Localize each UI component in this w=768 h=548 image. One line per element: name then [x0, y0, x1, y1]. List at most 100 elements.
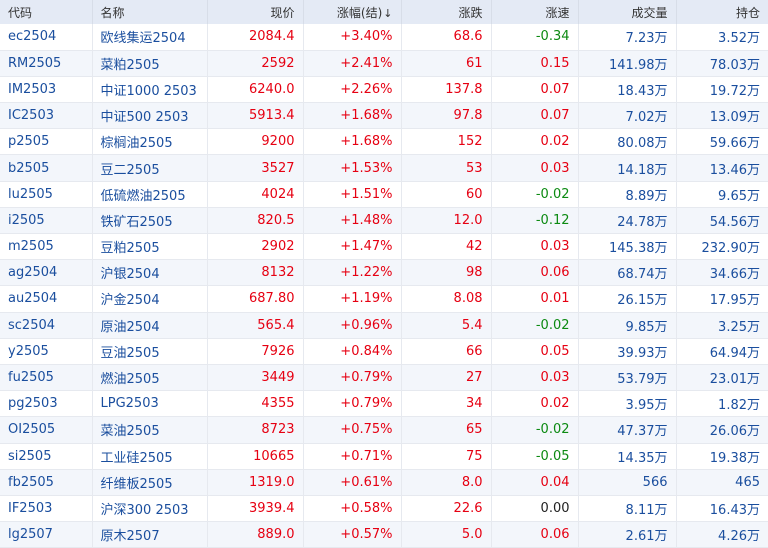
table-row[interactable]: lg2507 原木2507 889.0 +0.57% 5.0 0.06 2.61万 4.26万: [0, 521, 768, 548]
cell-code[interactable]: ag2504: [0, 259, 93, 287]
cell-name[interactable]: 欧线集运2504: [92, 24, 208, 51]
cell-code[interactable]: lu2505: [0, 181, 93, 208]
cell-name[interactable]: 原油2504: [92, 312, 208, 339]
cell-name[interactable]: 纤维板2505: [92, 469, 208, 496]
header-price[interactable]: 现价: [207, 0, 304, 24]
cell-change-pct: +1.53%: [303, 154, 402, 182]
cell-open-interest: 19.72万: [676, 76, 768, 104]
cell-price: 2902: [207, 233, 304, 261]
cell-price: 3449: [207, 364, 304, 392]
table-row[interactable]: au2504 沪金2504 687.80 +1.19% 8.08 0.01 26.15万 17…: [0, 285, 768, 313]
cell-code[interactable]: fu2505: [0, 364, 93, 392]
header-name[interactable]: 名称: [92, 0, 208, 24]
table-row[interactable]: lu2505 低硫燃油2505 4024 +1.51% 60 -0.02 8.89万 9.65…: [0, 181, 768, 208]
table-row[interactable]: fb2505 纤维板2505 1319.0 +0.61% 8.0 0.04 566 465: [0, 469, 768, 496]
cell-speed: 0.05: [491, 338, 579, 365]
cell-name[interactable]: 菜油2505: [92, 416, 208, 444]
cell-change-pct: +1.47%: [303, 233, 402, 261]
cell-code[interactable]: IC2503: [0, 102, 93, 130]
cell-name[interactable]: 棕榈油2505: [92, 128, 208, 156]
table-row[interactable]: b2505 豆二2505 3527 +1.53% 53 0.03 14.18万 13.46万: [0, 154, 768, 182]
header-open-interest[interactable]: 持仓: [735, 5, 760, 20]
header-change-pct[interactable]: 涨幅(结)↓: [303, 0, 402, 24]
cell-open-interest: 232.90万: [676, 233, 768, 261]
header-change[interactable]: 涨跌: [401, 0, 492, 24]
header-speed[interactable]: 涨速: [491, 0, 579, 24]
table-row[interactable]: RM2505 菜粕2505 2592 +2.41% 61 0.15 141.98万 78.03…: [0, 50, 768, 77]
cell-name[interactable]: 工业硅2505: [92, 443, 208, 470]
table-row[interactable]: fu2505 燃油2505 3449 +0.79% 27 0.03 53.79万 23.01万: [0, 364, 768, 392]
cell-volume: 8.89万: [578, 181, 677, 208]
cell-speed: 0.03: [491, 233, 579, 261]
cell-volume: 7.02万: [578, 102, 677, 130]
table-row[interactable]: IF2503 沪深300 2503 3939.4 +0.58% 22.6 0.00 8.11…: [0, 495, 768, 523]
cell-code[interactable]: IF2503: [0, 495, 93, 523]
cell-code[interactable]: lg2507: [0, 521, 93, 548]
cell-price: 7926: [207, 338, 304, 365]
table-row[interactable]: y2505 豆油2505 7926 +0.84% 66 0.05 39.93万 64.94万: [0, 338, 768, 365]
cell-volume: 2.61万: [578, 521, 677, 548]
cell-code[interactable]: si2505: [0, 443, 93, 470]
header-change-pct-label: 涨幅(结): [336, 5, 383, 20]
cell-open-interest: 16.43万: [676, 495, 768, 523]
cell-name[interactable]: 沪深300 2503: [92, 495, 208, 523]
cell-speed: 0.03: [491, 364, 579, 392]
cell-volume: 7.23万: [578, 24, 677, 51]
cell-change-pct: +0.57%: [303, 521, 402, 548]
table-row[interactable]: IC2503 中证500 2503 5913.4 +1.68% 97.8 0.07 7.02…: [0, 102, 768, 130]
table-row[interactable]: sc2504 原油2504 565.4 +0.96% 5.4 -0.02 9.85万 3.25…: [0, 312, 768, 339]
cell-name[interactable]: 燃油2505: [92, 364, 208, 392]
cell-open-interest: 59.66万: [676, 128, 768, 156]
cell-code[interactable]: RM2505: [0, 50, 93, 77]
cell-code[interactable]: OI2505: [0, 416, 93, 444]
cell-change: 5.0: [401, 521, 492, 548]
cell-code[interactable]: y2505: [0, 338, 93, 365]
cell-name[interactable]: LPG2503: [92, 390, 208, 418]
cell-code[interactable]: au2504: [0, 285, 93, 313]
cell-code[interactable]: IM2503: [0, 76, 93, 104]
cell-code[interactable]: fb2505: [0, 469, 93, 496]
cell-name[interactable]: 豆粕2505: [92, 233, 208, 261]
cell-code[interactable]: b2505: [0, 154, 93, 182]
cell-name[interactable]: 豆油2505: [92, 338, 208, 365]
table-row[interactable]: si2505 工业硅2505 10665 +0.71% 75 -0.05 14.35万 19.…: [0, 443, 768, 470]
cell-code[interactable]: ec2504: [0, 24, 93, 51]
cell-name[interactable]: 豆二2505: [92, 154, 208, 182]
cell-change: 98: [401, 259, 492, 287]
header-code[interactable]: 代码: [0, 0, 93, 24]
table-row[interactable]: ec2504 欧线集运2504 2084.4 +3.40% 68.6 -0.34 7.23万…: [0, 24, 768, 51]
cell-speed: -0.02: [491, 312, 579, 339]
cell-name[interactable]: 中证1000 2503: [92, 76, 208, 104]
cell-code[interactable]: m2505: [0, 233, 93, 261]
cell-change: 61: [401, 50, 492, 77]
cell-name[interactable]: 低硫燃油2505: [92, 181, 208, 208]
cell-open-interest: 54.56万: [676, 207, 768, 235]
table-body: ec2504 欧线集运2504 2084.4 +3.40% 68.6 -0.34 7.23万…: [0, 24, 768, 548]
cell-open-interest: 9.65万: [676, 181, 768, 208]
header-volume[interactable]: 成交量: [578, 0, 677, 24]
cell-name[interactable]: 沪金2504: [92, 285, 208, 313]
cell-name[interactable]: 铁矿石2505: [92, 207, 208, 235]
cell-name[interactable]: 沪银2504: [92, 259, 208, 287]
table-row[interactable]: m2505 豆粕2505 2902 +1.47% 42 0.03 145.38万 232.90…: [0, 233, 768, 261]
table-row[interactable]: OI2505 菜油2505 8723 +0.75% 65 -0.02 47.37万 26.06…: [0, 416, 768, 444]
cell-name[interactable]: 中证500 2503: [92, 102, 208, 130]
cell-name[interactable]: 原木2507: [92, 521, 208, 548]
table-row[interactable]: i2505 铁矿石2505 820.5 +1.48% 12.0 -0.12 24.78万 54…: [0, 207, 768, 235]
cell-price: 4355: [207, 390, 304, 418]
cell-name[interactable]: 菜粕2505: [92, 50, 208, 77]
table-row[interactable]: ag2504 沪银2504 8132 +1.22% 98 0.06 68.74万 34.66万: [0, 259, 768, 287]
table-row[interactable]: p2505 棕榈油2505 9200 +1.68% 152 0.02 80.08万 59.66…: [0, 128, 768, 156]
cell-change: 66: [401, 338, 492, 365]
cell-code[interactable]: pg2503: [0, 390, 93, 418]
cell-volume: 26.15万: [578, 285, 677, 313]
table-row[interactable]: pg2503 LPG2503 4355 +0.79% 34 0.02 3.95万 1.82万: [0, 390, 768, 418]
cell-open-interest: 17.95万: [676, 285, 768, 313]
cell-code[interactable]: p2505: [0, 128, 93, 156]
cell-volume: 80.08万: [578, 128, 677, 156]
cell-change-pct: +1.68%: [303, 128, 402, 156]
cell-code[interactable]: i2505: [0, 207, 93, 235]
table-row[interactable]: IM2503 中证1000 2503 6240.0 +2.26% 137.8 0.07 18…: [0, 76, 768, 104]
cell-code[interactable]: sc2504: [0, 312, 93, 339]
